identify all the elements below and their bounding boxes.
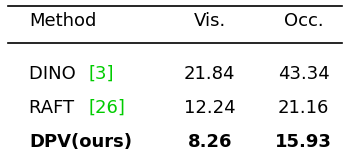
Text: DPV(ours): DPV(ours) [29, 133, 132, 151]
Text: 21.16: 21.16 [278, 99, 329, 117]
Text: 21.84: 21.84 [184, 65, 236, 83]
Text: 8.26: 8.26 [188, 133, 232, 151]
Text: DINO: DINO [29, 65, 82, 83]
Text: Method: Method [29, 12, 97, 30]
Text: RAFT: RAFT [29, 99, 80, 117]
Text: [26]: [26] [89, 99, 125, 117]
Text: 43.34: 43.34 [278, 65, 329, 83]
Text: 12.24: 12.24 [184, 99, 236, 117]
Text: [3]: [3] [89, 65, 114, 83]
Text: Vis.: Vis. [194, 12, 226, 30]
Text: 15.93: 15.93 [275, 133, 332, 151]
Text: Occ.: Occ. [284, 12, 323, 30]
